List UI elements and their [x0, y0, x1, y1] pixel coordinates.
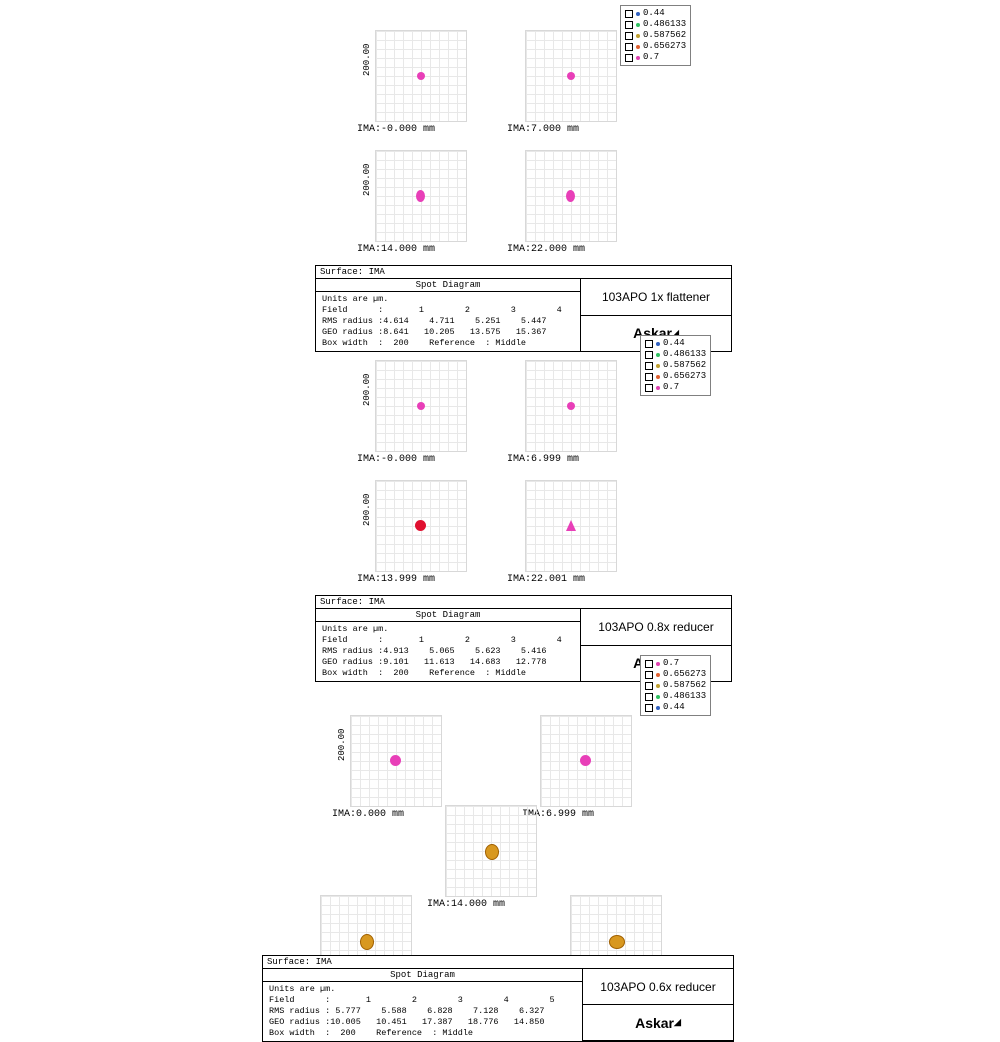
spot-marker: [609, 935, 625, 949]
spot-marker: [566, 520, 576, 531]
spot-plot: 200.00IMA:13.999 mm: [375, 480, 467, 585]
diagram-title: Spot Diagram: [316, 279, 580, 292]
spot-marker: [485, 844, 499, 860]
yaxis-label: 200.00: [362, 494, 372, 526]
plot-label: IMA:22.000 mm: [507, 244, 617, 255]
spot-marker: [580, 755, 591, 766]
spot-plot: 200.00IMA:-0.000 mm: [375, 30, 467, 135]
units-label: Units are µm.: [322, 624, 388, 634]
legend-section2: 0.440.4861330.5875620.6562730.7: [640, 335, 711, 396]
legend-item: 0.486133: [625, 19, 686, 30]
spot-marker: [416, 190, 425, 202]
spot-marker: [567, 402, 575, 410]
spot-plot: 200.00IMA:-0.000 mm: [375, 360, 467, 465]
plot-label: IMA:6.999 mm: [522, 809, 632, 820]
spot-plot: IMA:6.999 mm: [525, 360, 617, 465]
legend-item: 0.486133: [645, 349, 706, 360]
units-label: Units are µm.: [322, 294, 388, 304]
plot-label: IMA:-0.000 mm: [357, 454, 467, 465]
legend-item: 0.656273: [625, 41, 686, 52]
units-label: Units are µm.: [269, 984, 335, 994]
legend-item: 0.44: [645, 702, 706, 713]
yaxis-label: 200.00: [362, 44, 372, 76]
plot-label: IMA:13.999 mm: [357, 574, 467, 585]
legend-item: 0.486133: [645, 691, 706, 702]
legend-item: 0.656273: [645, 669, 706, 680]
surface-label: Surface: IMA: [263, 956, 733, 968]
legend-item: 0.7: [645, 658, 706, 669]
legend-item: 0.44: [645, 338, 706, 349]
legend-item: 0.656273: [645, 371, 706, 382]
spot-marker: [415, 520, 426, 531]
box-row: Box width : 200 Reference : Middle: [269, 1028, 473, 1038]
diagram-title: Spot Diagram: [316, 609, 580, 622]
spot-marker: [567, 72, 575, 80]
brand-name: Askar◢: [583, 1005, 733, 1041]
product-name: 103APO 1x flattener: [581, 279, 731, 316]
spot-plot: 200.00IMA:14.000 mm: [375, 150, 467, 255]
field-header: Field : 1 2 3 4 5: [269, 995, 555, 1005]
spot-marker: [390, 755, 401, 766]
yaxis-label: 200.00: [337, 729, 347, 761]
spot-plot: IMA:7.000 mm: [525, 30, 617, 135]
legend-item: 0.587562: [645, 360, 706, 371]
field-header: Field : 1 2 3 4: [322, 305, 562, 315]
data-table-section3: Surface: IMA Spot Diagram Units are µm. …: [262, 955, 734, 1042]
yaxis-label: 200.00: [362, 374, 372, 406]
spot-marker: [417, 402, 425, 410]
rms-row: RMS radius : 5.777 5.588 6.828 7.128 6.3…: [269, 1006, 544, 1016]
spot-marker: [360, 934, 374, 950]
geo-row: GEO radius :10.005 10.451 17.387 18.776 …: [269, 1017, 544, 1027]
legend-item: 0.44: [625, 8, 686, 19]
plot-label: IMA:-0.000 mm: [357, 124, 467, 135]
spot-marker: [566, 190, 575, 202]
plot-label: IMA:6.999 mm: [507, 454, 617, 465]
diagram-title: Spot Diagram: [263, 969, 582, 982]
legend-section3: 0.70.6562730.5875620.4861330.44: [640, 655, 711, 716]
plot-label: IMA:22.001 mm: [507, 574, 617, 585]
plot-label: IMA:14.000 mm: [427, 899, 537, 910]
spot-plot: IMA:6.999 mm: [540, 715, 632, 820]
plot-label: IMA:14.000 mm: [357, 244, 467, 255]
legend-item: 0.7: [625, 52, 686, 63]
plot-label: IMA:0.000 mm: [332, 809, 442, 820]
plot-label: IMA:7.000 mm: [507, 124, 617, 135]
legend-item: 0.7: [645, 382, 706, 393]
yaxis-label: 200.00: [362, 164, 372, 196]
legend-item: 0.587562: [645, 680, 706, 691]
legend-section1: 0.440.4861330.5875620.6562730.7: [620, 5, 691, 66]
spot-plot: IMA:14.000 mm: [445, 805, 537, 910]
spot-plot: IMA:22.001 mm: [525, 480, 617, 585]
spot-plot: IMA:22.000 mm: [525, 150, 617, 255]
surface-label: Surface: IMA: [316, 266, 731, 278]
surface-label: Surface: IMA: [316, 596, 731, 608]
legend-item: 0.587562: [625, 30, 686, 41]
spot-plot: 200.00IMA:0.000 mm: [350, 715, 442, 820]
spot-marker: [417, 72, 425, 80]
